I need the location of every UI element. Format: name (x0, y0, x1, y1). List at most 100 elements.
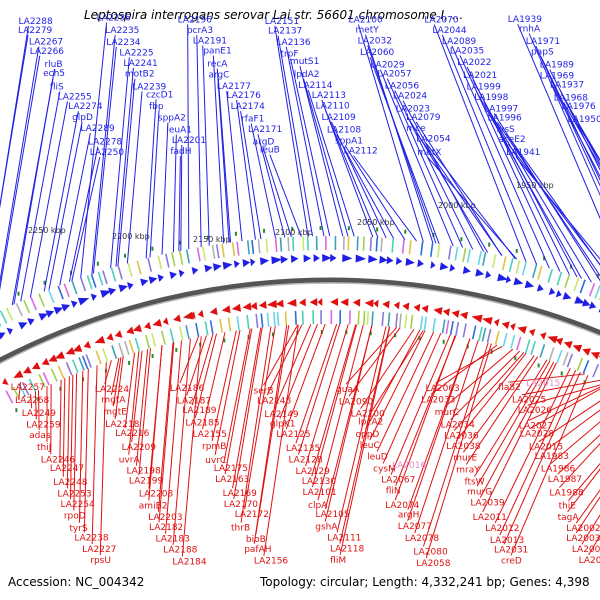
accession-label: Accession: NC_004342 (8, 575, 145, 589)
minus-strand-gene-label: uvrC (205, 456, 226, 466)
plus-strand-gene-label: lpdA2 (294, 70, 320, 80)
plus-strand-cog-tick (90, 273, 97, 288)
plus-strand-gene-label: LA2151 (265, 17, 299, 27)
plus-strand-leader-line (379, 69, 454, 247)
minus-strand-gene-arrow (373, 299, 379, 308)
outer-marker-dot (234, 231, 237, 236)
minus-strand-leader-line (521, 379, 600, 396)
minus-strand-gene-arrow (330, 298, 339, 307)
minus-strand-gene-arrow (590, 352, 600, 360)
minus-strand-gene-label: LA2268 (15, 396, 50, 406)
minus-strand-leader-line (172, 338, 191, 545)
minus-strand-leader-line (465, 356, 539, 465)
minus-strand-cog-tick (486, 328, 492, 343)
minus-strand-cog-tick (81, 355, 89, 370)
minus-strand-cog-tick (204, 321, 209, 336)
minus-strand-gene-label: oppD (356, 430, 380, 440)
plus-strand-gene-label: mce (406, 124, 426, 134)
minus-strand-gene-label: LA2185 (185, 419, 219, 429)
minus-strand-leader-line (240, 326, 272, 523)
plus-strand-cog-tick (80, 277, 87, 292)
plus-strand-cog-tick (401, 239, 405, 254)
plus-strand-cog-tick (215, 244, 220, 259)
minus-strand-gene-label: LA2011 (473, 513, 507, 523)
plus-strand-gene-arrow (222, 261, 233, 270)
minus-strand-gene-label: LA2090 (339, 397, 374, 407)
minus-strand-leader-line (494, 367, 571, 524)
plus-strand-gene-label: LA1941 (506, 148, 540, 158)
plus-strand-gene-label: LA2109 (321, 113, 356, 123)
minus-strand-leader-line (59, 379, 62, 463)
plus-strand-gene-label: LA1939 (508, 15, 543, 25)
minus-strand-leader-line (336, 326, 387, 533)
minus-strand-leader-line (508, 373, 586, 383)
plus-strand-cog-tick (211, 244, 216, 260)
minus-strand-gene-label: LA2259 (26, 420, 61, 430)
plus-strand-gene-label: LA1998 (474, 93, 509, 103)
minus-strand-gene-label: LA2130 (302, 477, 337, 487)
plus-strand-leader-line (0, 46, 40, 284)
outer-marker-dot (543, 256, 546, 261)
plus-strand-leader-line (483, 101, 592, 283)
plus-strand-leader-line (250, 123, 276, 239)
plus-strand-gene-arrow (18, 322, 28, 330)
minus-strand-gene-arrow (132, 324, 142, 332)
minus-strand-cog-tick (449, 320, 454, 335)
minus-strand-gene-arrow (31, 362, 41, 370)
plus-strand-cog-tick (0, 310, 8, 324)
minus-strand-cog-tick (276, 311, 280, 327)
minus-strand-cog-tick (95, 350, 102, 365)
plus-strand-gene-arrow (485, 270, 492, 279)
plus-strand-leader-line (110, 57, 130, 269)
plus-strand-gene-label: metY (355, 26, 379, 36)
plus-strand-cog-tick (231, 242, 236, 257)
plus-strand-gene-label: leuB (260, 146, 280, 156)
plus-strand-gene-label: LA2288 (18, 17, 53, 27)
minus-strand-gene-arrow (340, 298, 349, 307)
minus-strand-gene-arrow (517, 326, 527, 334)
plus-strand-cog-tick (221, 243, 225, 258)
plus-strand-gene-arrow (330, 254, 337, 263)
minus-strand-gene-label: LA2247 (50, 464, 84, 474)
minus-strand-leader-line (34, 391, 37, 420)
minus-strand-gene-label: LA2183 (156, 535, 190, 545)
minus-strand-gene-arrow (48, 354, 58, 362)
minus-strand-gene-label: LA2080 (413, 547, 448, 557)
minus-strand-cog-tick (102, 348, 109, 362)
minus-strand-gene-label: LA2169 (223, 489, 258, 499)
minus-strand-gene-label: thrB (231, 524, 250, 534)
minus-strand-leader-line (575, 496, 600, 534)
plus-strand-cog-tick (482, 251, 487, 266)
plus-strand-gene-arrow (169, 271, 177, 280)
plus-strand-leader-line (117, 78, 136, 267)
plus-strand-gene-label: argC (208, 70, 229, 80)
plus-strand-gene-label: motB2 (125, 70, 155, 80)
plus-strand-leader-line (274, 25, 309, 237)
plus-strand-gene-arrow (157, 274, 164, 282)
minus-strand-leader-line (305, 324, 349, 467)
minus-strand-gene-label: LA2189 (182, 406, 217, 416)
plus-strand-leader-line (0, 55, 41, 291)
minus-strand-gene-label: LA2033 (421, 395, 455, 405)
minus-strand-cog-tick (144, 334, 151, 349)
plus-strand-gene-arrow (497, 273, 509, 282)
minus-strand-leader-line (414, 340, 479, 534)
plus-strand-leader-line (80, 22, 108, 278)
plus-strand-gene-arrow (45, 310, 55, 318)
plus-strand-gene-arrow (322, 254, 332, 263)
minus-strand-leader-line (69, 374, 74, 500)
minus-strand-gene-arrow (433, 307, 443, 315)
minus-strand-cog-tick (65, 362, 73, 376)
minus-strand-gene-label: LA2063 (426, 384, 460, 394)
plus-strand-cog-tick (537, 265, 543, 280)
plus-strand-cog-tick (178, 250, 184, 265)
minus-strand-gene-label: LA2034 (441, 421, 476, 431)
plus-strand-cog-tick (292, 236, 295, 251)
minus-strand-gene-label: LA2246 (41, 455, 76, 465)
plus-strand-leader-line (217, 79, 232, 243)
inner-marker-dot (128, 360, 131, 365)
minus-strand-cog-tick (260, 313, 264, 328)
minus-strand-gene-arrow (250, 301, 258, 310)
plus-strand-cog-tick (136, 260, 142, 275)
plus-strand-leader-line (402, 100, 485, 252)
